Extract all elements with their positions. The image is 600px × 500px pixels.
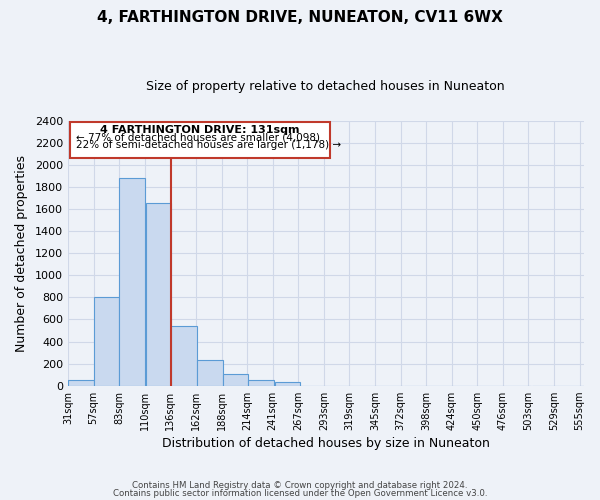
Text: 4 FARTHINGTON DRIVE: 131sqm: 4 FARTHINGTON DRIVE: 131sqm: [100, 125, 299, 135]
X-axis label: Distribution of detached houses by size in Nuneaton: Distribution of detached houses by size …: [162, 437, 490, 450]
Bar: [70, 122, 330, 158]
Text: 4, FARTHINGTON DRIVE, NUNEATON, CV11 6WX: 4, FARTHINGTON DRIVE, NUNEATON, CV11 6WX: [97, 10, 503, 25]
Bar: [172, 326, 197, 386]
Text: ← 77% of detached houses are smaller (4,098): ← 77% of detached houses are smaller (4,…: [76, 132, 320, 142]
Title: Size of property relative to detached houses in Nuneaton: Size of property relative to detached ho…: [146, 80, 505, 93]
Bar: [68, 380, 94, 386]
Bar: [146, 204, 172, 386]
Text: Contains HM Land Registry data © Crown copyright and database right 2024.: Contains HM Land Registry data © Crown c…: [132, 481, 468, 490]
Y-axis label: Number of detached properties: Number of detached properties: [15, 154, 28, 352]
Bar: [223, 374, 248, 386]
Text: 22% of semi-detached houses are larger (1,178) →: 22% of semi-detached houses are larger (…: [76, 140, 341, 150]
Bar: [94, 298, 119, 386]
Bar: [275, 382, 300, 386]
Bar: [119, 178, 145, 386]
Text: Contains public sector information licensed under the Open Government Licence v3: Contains public sector information licen…: [113, 488, 487, 498]
Bar: [248, 380, 274, 386]
Bar: [197, 360, 223, 386]
